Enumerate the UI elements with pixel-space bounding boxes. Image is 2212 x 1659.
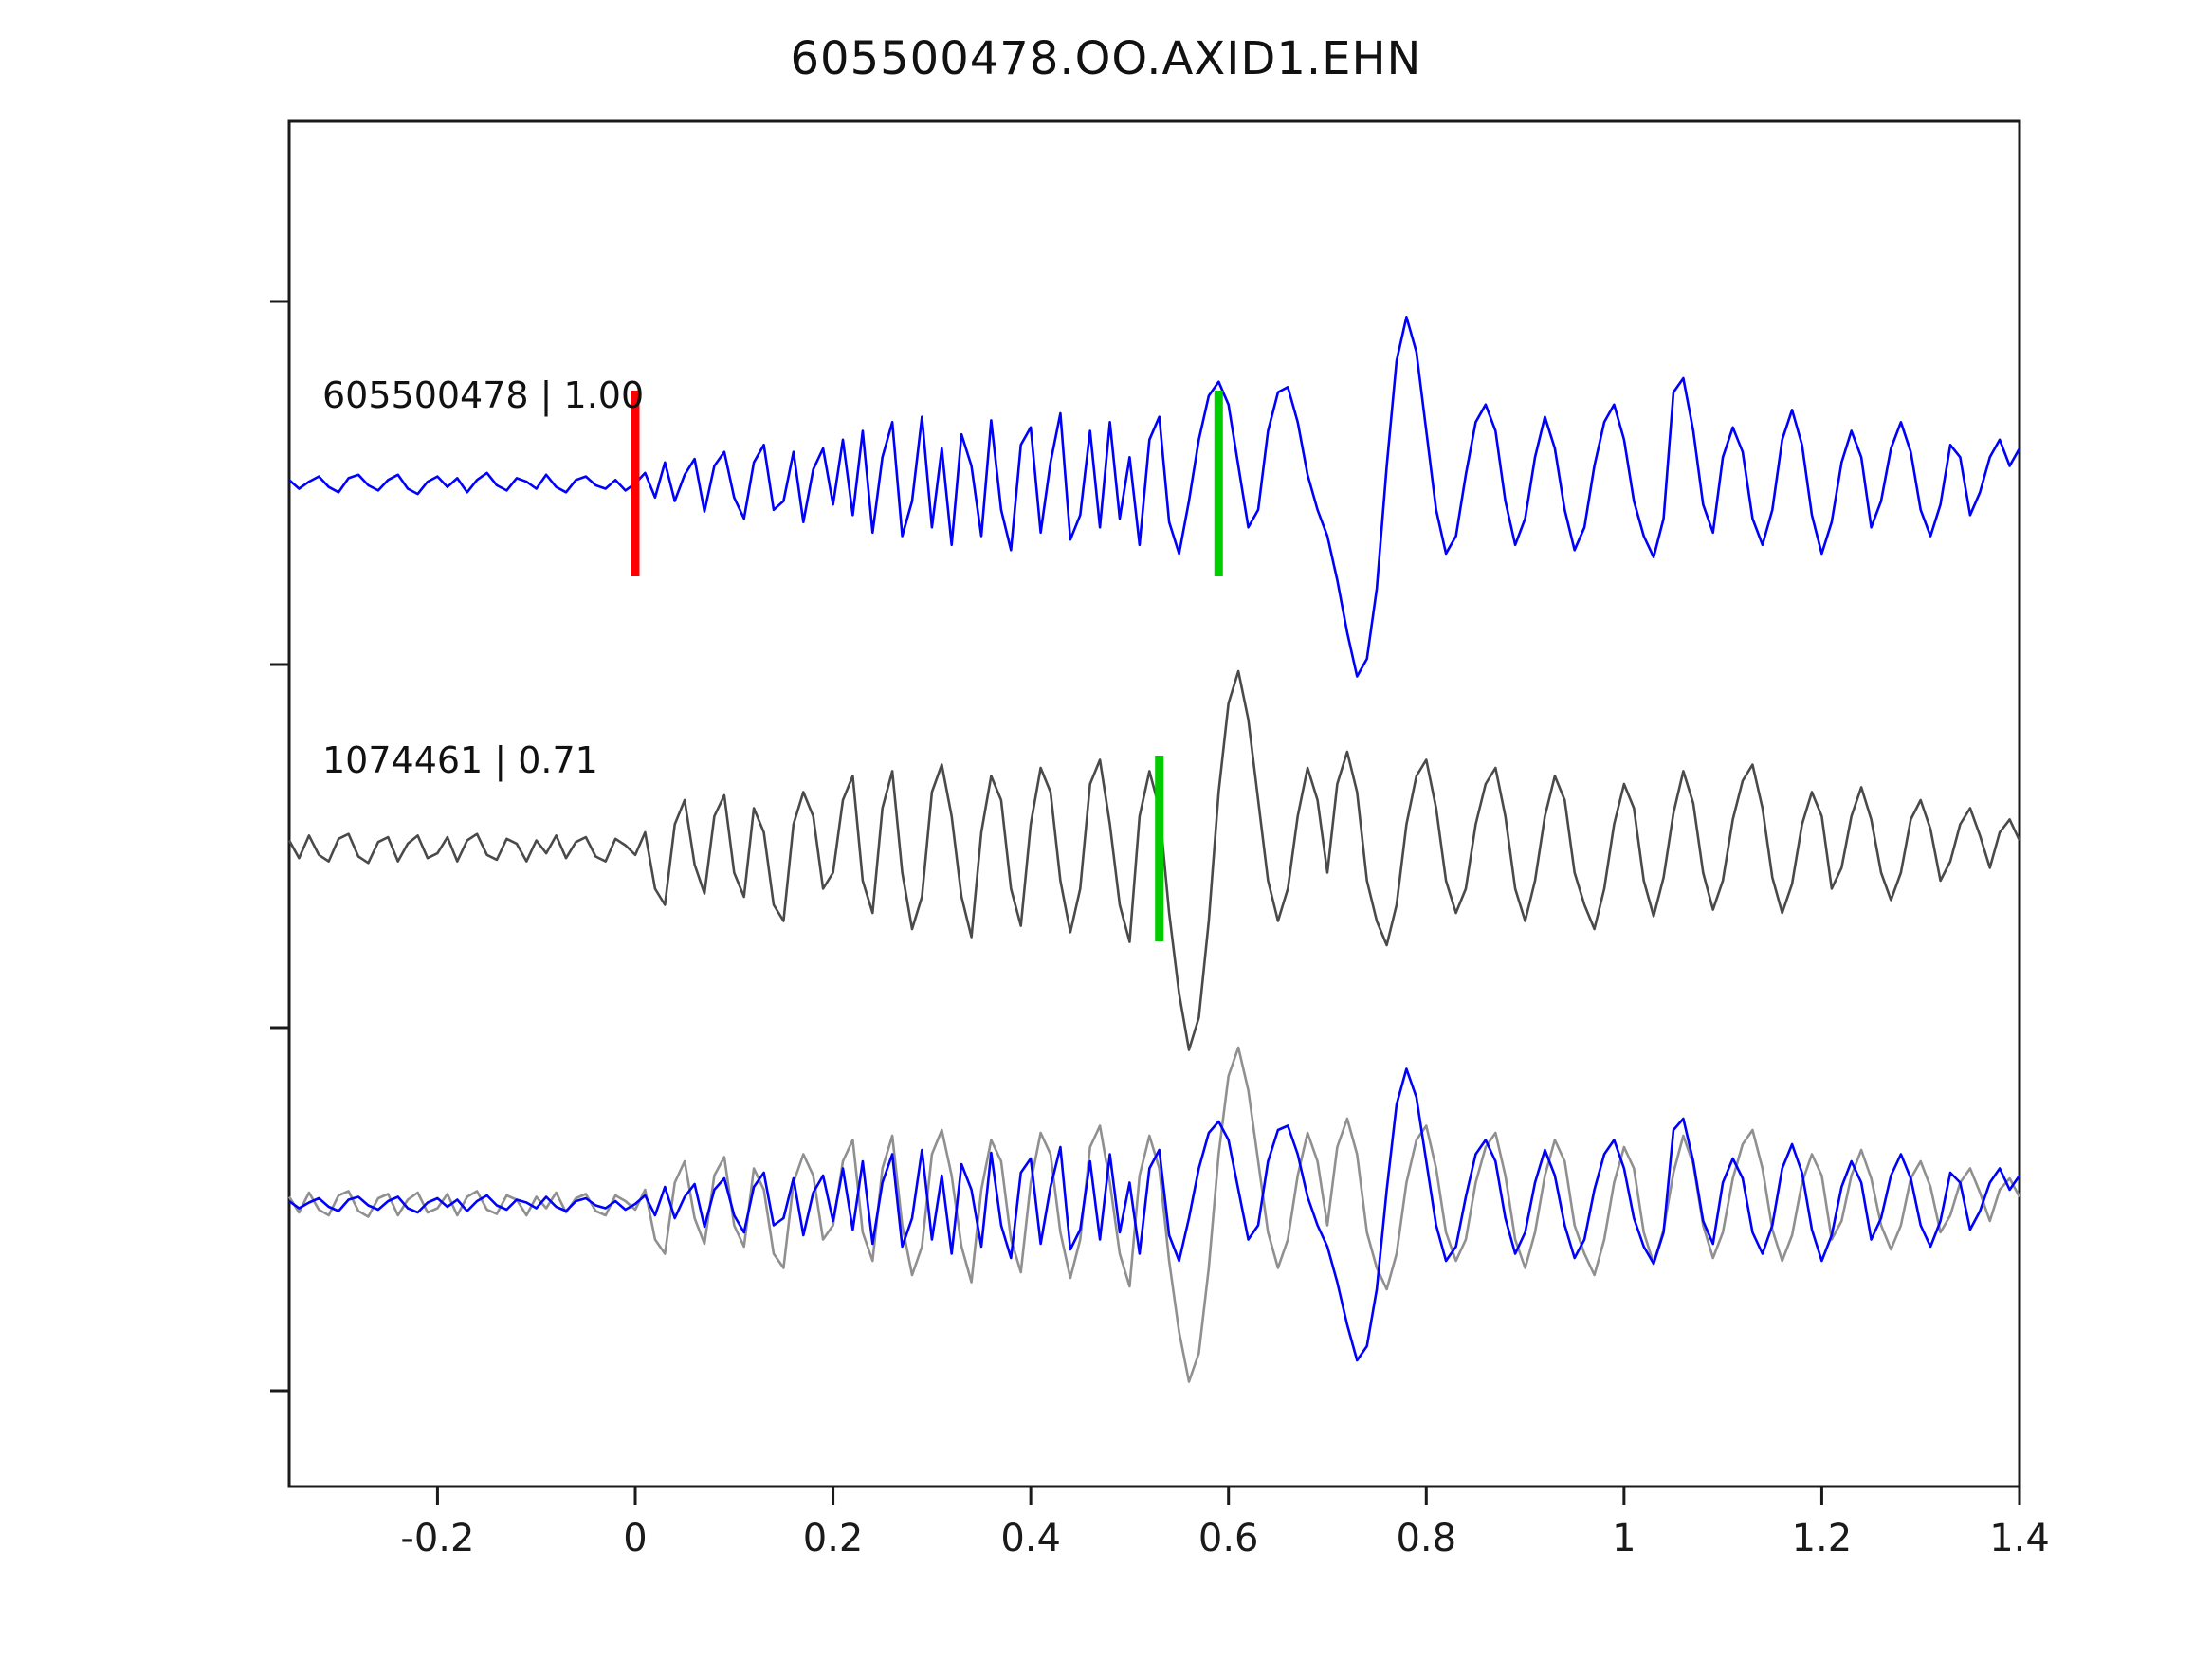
chart-title: 605500478.OO.AXID1.EHN	[790, 32, 1422, 85]
x-tick-label: 0	[623, 1517, 647, 1560]
x-tick-label: 1	[1612, 1517, 1636, 1560]
x-tick-label: 0.2	[803, 1517, 864, 1560]
x-tick-label: 1.2	[1792, 1517, 1853, 1560]
trace-label: 1074461 | 0.71	[322, 739, 598, 782]
trace-overlay-template	[288, 1067, 2021, 1362]
x-tick-label: 0.8	[1396, 1517, 1456, 1560]
x-tick-label: -0.2	[400, 1517, 474, 1560]
trace-template	[288, 315, 2021, 678]
x-tick-label: 1.4	[1989, 1517, 2050, 1560]
x-tick-label: 0.6	[1198, 1517, 1259, 1560]
x-tick-label: 0.4	[1000, 1517, 1061, 1560]
trace-match	[287, 669, 2021, 1051]
plot-frame	[287, 119, 2021, 1488]
trace-label: 605500478 | 1.00	[322, 374, 644, 417]
trace-overlay-match	[287, 1046, 2021, 1383]
